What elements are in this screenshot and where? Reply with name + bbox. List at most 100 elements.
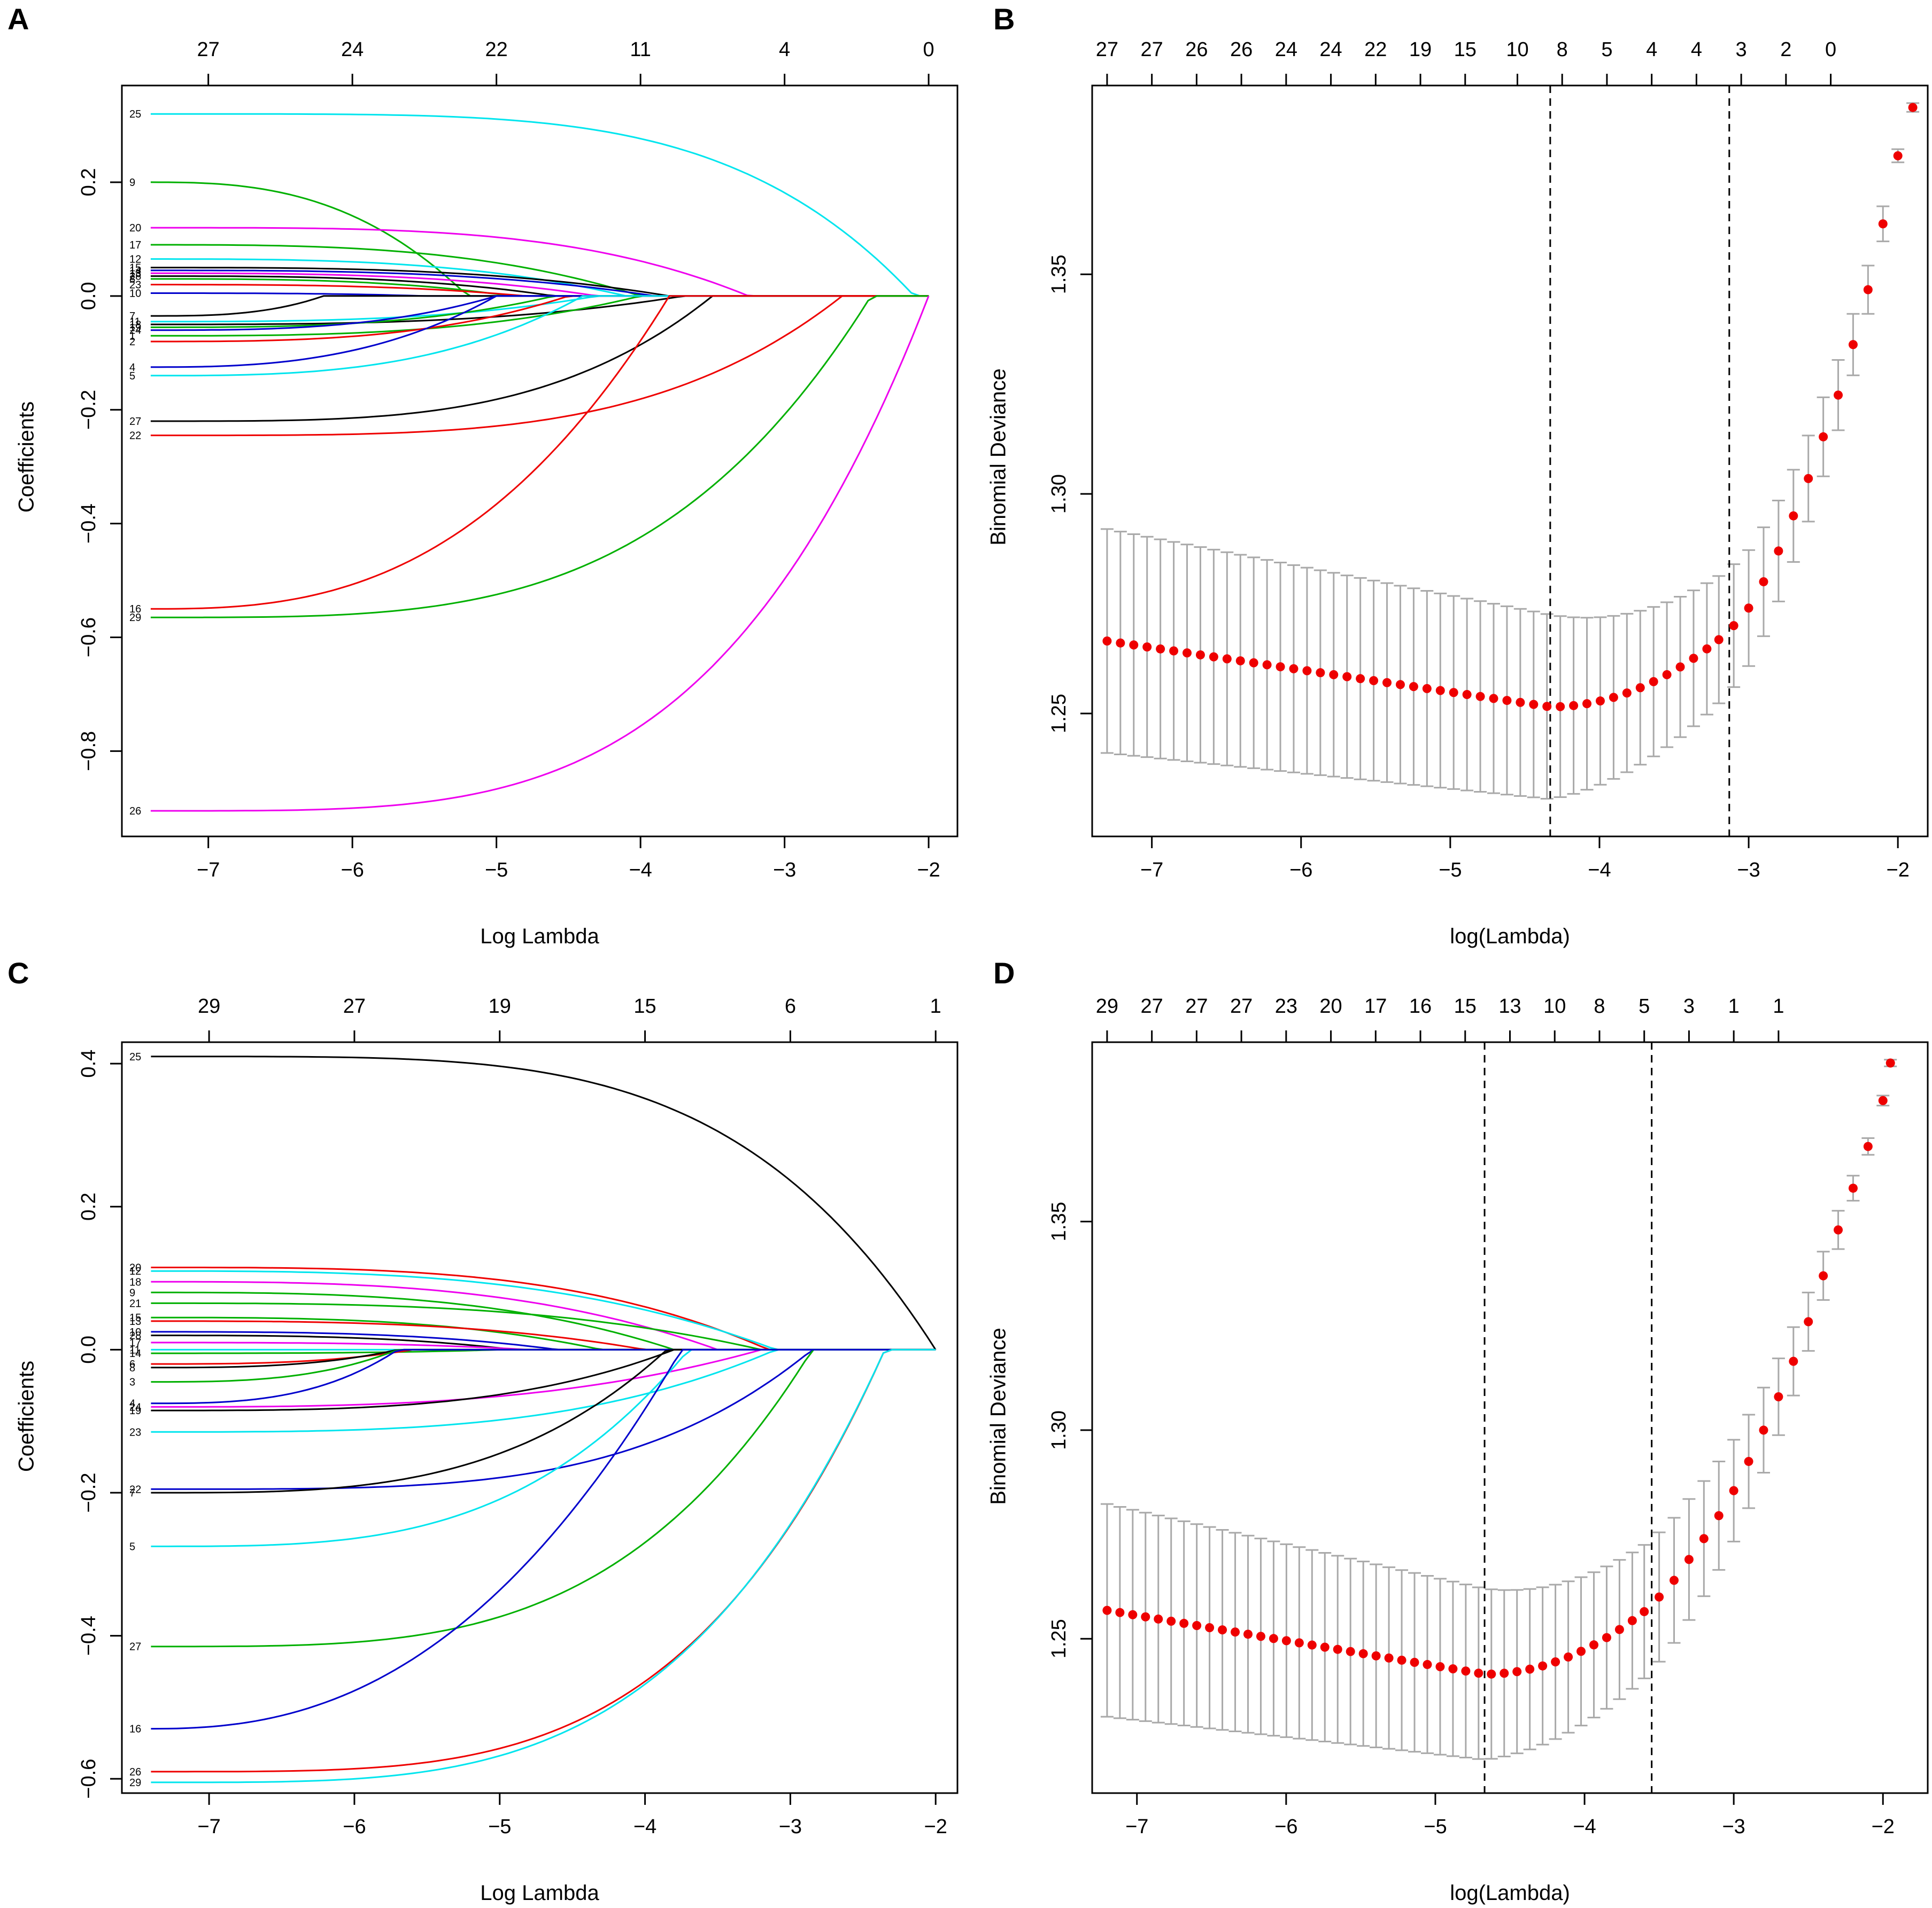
top-tick-label: 4 [1691,38,1702,61]
panel-a-coefficient-paths: 2592017121514132882310711181924124527221… [7,2,959,948]
panel-letter: C [7,956,29,990]
x-tick-label: −4 [1588,859,1611,881]
y-tick-label: 0.2 [78,168,100,197]
top-tick-label: 10 [1506,38,1528,61]
cv-mean-point [1622,688,1632,698]
path-label: 27 [129,1641,141,1653]
cv-mean-point [1487,1669,1496,1679]
cv-mean-point [1670,1576,1679,1585]
cv-mean-point [1774,546,1783,556]
path-label: 13 [129,268,141,280]
y-axis-title: Coefficients [15,401,38,513]
top-tick-label: 19 [489,995,511,1018]
path-label: 22 [129,1484,141,1495]
cv-mean-point [1294,1638,1304,1648]
cv-mean-point [1179,1618,1189,1628]
path-label: 26 [129,1766,141,1778]
path-label: 23 [129,280,141,291]
path-label: 1 [129,330,135,342]
path-label: 7 [129,311,135,322]
x-tick-label: −7 [197,859,220,881]
path-label: 25 [129,108,141,120]
cv-mean-point [1475,692,1485,701]
path-label: 27 [129,416,141,428]
coefficient-path-29 [150,295,929,618]
top-tick-label: 11 [630,38,651,61]
path-label: 9 [129,177,135,189]
cv-mean-point [1358,1649,1368,1658]
cv-mean-point [1759,1425,1768,1435]
path-label: 16 [129,1724,141,1735]
y-tick-label: −0.2 [78,390,100,430]
top-tick-label: 3 [1736,38,1747,61]
cv-mean-point [1609,693,1618,702]
cv-mean-point [1276,662,1285,672]
path-label: 20 [129,222,141,234]
x-axis-title: Log Lambda [480,1881,599,1905]
top-tick-label: 19 [1409,38,1432,61]
cv-mean-point [1474,1669,1483,1678]
x-tick-label: −4 [629,859,652,881]
top-tick-label: 24 [341,38,364,61]
x-axis-title: Log Lambda [480,925,599,948]
y-tick-label: 0.0 [78,282,100,310]
path-label: 25 [129,1051,141,1063]
top-tick-label: 27 [1141,38,1163,61]
cv-mean-point [1342,672,1352,681]
top-tick-label: 1 [1728,995,1740,1018]
x-tick-label: −7 [1140,859,1163,881]
path-label: 11 [129,316,141,328]
cv-mean-point [1512,1667,1522,1677]
cv-mean-point [1249,658,1258,668]
top-tick-label: 27 [197,38,220,61]
cv-mean-point [1834,390,1843,400]
path-label: 23 [129,1426,141,1438]
x-tick-label: −3 [779,1816,802,1838]
cv-mean-point [1218,1625,1227,1635]
path-label: 15 [129,1312,141,1324]
path-label: 19 [129,1405,141,1417]
cv-mean-point [1243,1630,1253,1639]
cv-mean-point [1346,1647,1355,1656]
top-tick-label: 5 [1601,38,1612,61]
y-axis-title: Coefficients [15,1361,38,1472]
cv-mean-point [1502,696,1512,705]
path-label: 11 [129,1344,141,1356]
y-tick-label: −0.2 [78,1472,100,1513]
x-tick-label: −3 [1722,1816,1745,1838]
x-tick-label: −5 [1424,1816,1447,1838]
cv-mean-point [1635,683,1645,693]
cv-mean-point [1789,511,1798,521]
coefficient-path-29 [151,1348,936,1783]
path-label: 24 [129,325,141,337]
y-tick-label: 0.2 [78,1192,100,1221]
cv-mean-point [1759,577,1768,586]
path-label: 20 [129,1262,141,1274]
cv-mean-point [1729,621,1738,631]
cv-mean-point [1582,699,1592,709]
mean-points [1102,1058,1895,1679]
x-tick-label: −6 [1289,859,1312,881]
x-tick-label: −2 [1872,1816,1895,1838]
coefficient-path-25 [150,113,929,297]
cv-mean-point [1714,1511,1724,1521]
cv-mean-point [1834,1225,1843,1235]
cv-mean-point [1819,432,1828,441]
top-tick-label: 27 [1230,995,1253,1018]
cv-mean-point [1410,1657,1419,1667]
cv-mean-point [1269,1634,1278,1643]
top-tick-label: 29 [1096,995,1118,1018]
top-tick-label: 2 [1780,38,1791,61]
cv-mean-point [1863,1142,1873,1151]
y-tick-label: 1.30 [1048,474,1070,514]
cv-mean-point [1449,688,1458,697]
cv-mean-point [1302,666,1312,676]
cv-mean-point [1141,1612,1150,1622]
path-label: 19 [129,322,141,333]
path-label: 4 [129,362,135,374]
path-label: 24 [129,1401,141,1413]
cv-mean-point [1231,1627,1240,1637]
top-tick-label: 10 [1543,995,1566,1018]
cv-mean-point [1102,636,1112,646]
